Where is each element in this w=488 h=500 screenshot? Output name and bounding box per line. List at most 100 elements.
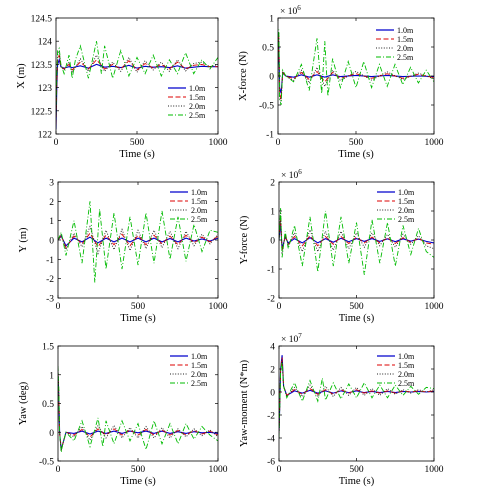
x-tick-label: 0: [54, 138, 59, 148]
y-tick-label: 1: [49, 217, 54, 227]
legend-entry: 2.0m: [189, 102, 206, 111]
subplot-1: 0 500 1000 -1 -0.5 0 0.5 1 Time (s) X-force (N) × …: [238, 4, 444, 160]
series-line-4-3: [58, 366, 218, 453]
series-line-2-0: [58, 235, 218, 247]
y-tick-label: -2: [267, 295, 275, 305]
y-axis-label: Yaw (deg): [18, 381, 29, 425]
legend-entry: 1.0m: [398, 188, 415, 197]
x-tick-label: 500: [131, 465, 146, 475]
y-tick-label: 1: [270, 208, 275, 218]
legend: 1.0m1.5m2.0m2.5m: [170, 352, 208, 388]
y-tick-label: -3: [46, 295, 54, 305]
y-tick-label: 0: [270, 237, 275, 247]
legend-entry: 2.5m: [191, 379, 208, 388]
series-line-3-3: [279, 208, 434, 275]
x-tick-label: 500: [130, 138, 145, 148]
axis-exponent: × 106: [281, 168, 302, 181]
y-tick-label: -6: [267, 458, 275, 468]
legend: 1.0m1.5m2.0m2.5m: [170, 188, 208, 224]
legend-entry: 2.5m: [189, 111, 206, 120]
x-tick-label: 500: [131, 302, 146, 312]
x-tick-label: 0: [56, 465, 61, 475]
subplot-3: 0 500 1000 -2 -1 0 1 2 Time (s) Y-force (N) × 106 1…: [239, 168, 444, 324]
legend-entry: 1.0m: [398, 352, 415, 361]
legend-entry: 1.5m: [189, 93, 206, 102]
series-line-4-1: [58, 371, 218, 451]
y-tick-label: 0: [270, 389, 275, 399]
series-line-0-2: [56, 50, 218, 121]
legend-entry: 1.5m: [398, 361, 415, 370]
y-tick-label: 0.5: [262, 44, 274, 54]
y-tick-label: -0.5: [39, 458, 54, 468]
x-tick-label: 500: [349, 302, 364, 312]
y-tick-label: 3: [49, 179, 54, 189]
axis-exponent: × 107: [281, 332, 302, 345]
y-tick-label: -1: [267, 266, 275, 276]
subplot-5: 0 500 1000 -6 -4 -2 0 2 4 Time (s) Yaw-moment (N*m…: [239, 332, 444, 487]
x-tick-label: 1000: [425, 465, 444, 475]
y-tick-label: 123.5: [31, 61, 53, 71]
y-tick-label: 0.5: [42, 400, 54, 410]
legend: 1.0m1.5m2.0m2.5m: [376, 26, 414, 62]
x-tick-label: 500: [349, 465, 364, 475]
y-tick-label: 2: [270, 179, 275, 189]
axis-exponent: × 106: [280, 4, 301, 17]
x-tick-label: 0: [276, 138, 281, 148]
legend-entry: 2.5m: [397, 53, 414, 62]
series-line-3-2: [279, 210, 434, 255]
x-tick-label: 1000: [209, 465, 228, 475]
legend: 1.0m1.5m2.0m2.5m: [377, 188, 415, 224]
y-tick-label: 0: [49, 429, 54, 439]
y-axis-label: X (m): [16, 63, 27, 89]
x-tick-label: 0: [56, 302, 61, 312]
y-axis-label: X-force (N): [238, 51, 249, 101]
legend-entry: 1.0m: [189, 84, 206, 93]
x-tick-label: 0: [277, 465, 282, 475]
series-line-1-2: [278, 32, 434, 103]
legend-entry: 2.5m: [398, 379, 415, 388]
x-axis-label: Time (s): [120, 313, 156, 324]
series-line-2-2: [58, 225, 218, 255]
y-tick-label: -2: [267, 412, 275, 422]
x-axis-label: Time (s): [119, 149, 155, 160]
y-tick-label: 1.5: [42, 343, 54, 353]
x-tick-label: 0: [277, 302, 282, 312]
y-tick-label: 124.5: [31, 15, 53, 25]
legend-entry: 2.0m: [398, 370, 415, 379]
y-tick-label: 123: [38, 84, 53, 94]
y-tick-label: 2: [49, 198, 54, 208]
x-axis-label: Time (s): [339, 313, 375, 324]
y-tick-label: 0: [269, 73, 274, 83]
subplot-0: 0 500 1000 122 122.5 123 123.5 124 124.5 Time (s)…: [16, 15, 228, 161]
series-line-5-3: [279, 362, 434, 439]
y-tick-label: 124: [38, 38, 53, 48]
legend-entry: 1.0m: [191, 188, 208, 197]
series-line-0-1: [56, 54, 218, 125]
x-tick-label: 1000: [209, 138, 228, 148]
y-tick-label: 0: [49, 237, 54, 247]
x-tick-label: 500: [349, 138, 364, 148]
legend-entry: 2.0m: [398, 206, 415, 215]
x-axis-label: Time (s): [120, 476, 156, 487]
y-tick-label: -2: [46, 275, 54, 285]
legend-entry: 2.5m: [191, 215, 208, 224]
x-axis-label: Time (s): [339, 476, 375, 487]
y-tick-label: -1: [46, 256, 54, 266]
y-tick-label: 4: [270, 343, 275, 353]
y-tick-label: 1: [269, 15, 274, 25]
series-line-2-3: [58, 201, 218, 283]
y-tick-label: 122.5: [31, 107, 53, 117]
y-axis-label: Yaw-moment (N*m): [239, 359, 250, 447]
legend-entry: 1.5m: [191, 361, 208, 370]
legend-entry: 2.0m: [191, 206, 208, 215]
legend-entry: 2.5m: [398, 215, 415, 224]
x-tick-label: 1000: [209, 302, 228, 312]
legend-entry: 1.0m: [397, 26, 414, 35]
y-tick-label: 2: [270, 366, 275, 376]
legend-entry: 1.5m: [397, 35, 414, 44]
legend-entry: 2.0m: [191, 370, 208, 379]
legend: 1.0m1.5m2.0m2.5m: [168, 84, 206, 120]
